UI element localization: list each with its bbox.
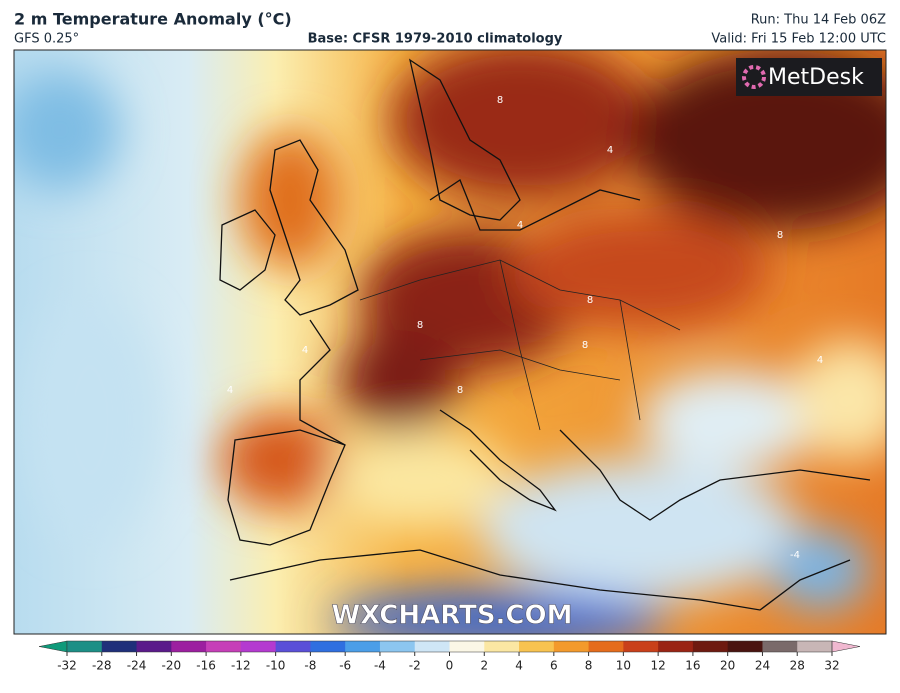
- run-time: Run: Thu 14 Feb 06Z: [751, 13, 886, 28]
- contour-label: 4: [517, 220, 523, 231]
- colorbar-segment: [658, 641, 694, 652]
- logo-icon: [742, 65, 766, 89]
- colorbar-arrow: [38, 640, 68, 653]
- contour-label: 8: [582, 340, 588, 351]
- colorbar-tick-label: -24: [127, 659, 147, 673]
- contour-label: 8: [777, 230, 783, 241]
- logo: MetDesk: [768, 65, 864, 90]
- colorbar-segment: [171, 641, 207, 652]
- contour-label: 4: [227, 385, 233, 396]
- contour-label: 8: [497, 95, 503, 106]
- colorbar-tick-label: 8: [585, 659, 593, 673]
- model: GFS 0.25°: [14, 32, 79, 47]
- colorbar-segment: [379, 641, 416, 652]
- colorbar-tick-label: 4: [515, 659, 523, 673]
- colorbar-segment: [275, 641, 311, 652]
- contour-labels: 8 8 4 4 8 8 4 8 4 4 8 -4: [227, 95, 823, 561]
- colorbar-segment: [762, 641, 798, 652]
- contour-label: 8: [587, 295, 593, 306]
- colorbar-arrow: [831, 640, 861, 653]
- colorbar-tick-label: -28: [92, 659, 112, 673]
- colorbar-tick-label: -10: [266, 659, 286, 673]
- colorbar-tick-label: 20: [720, 659, 735, 673]
- colorbar-segment: [553, 641, 590, 652]
- map-frame: [13, 49, 887, 635]
- colorbar-segment: [484, 641, 520, 652]
- colorbar-tick-label: 32: [824, 659, 839, 673]
- colorbar-segment: [345, 641, 381, 652]
- base-text: Base: CFSR 1979-2010 climatology: [308, 32, 563, 47]
- contour-label: 8: [417, 320, 423, 331]
- colorbar-tick-label: -6: [339, 659, 351, 673]
- colorbar-tick-label: -2: [409, 659, 421, 673]
- contour-label: 4: [817, 355, 823, 366]
- colorbar-segment: [101, 641, 138, 652]
- colorbar-segment: [67, 641, 103, 652]
- colorbar-segment: [623, 641, 659, 652]
- map: 8 8 4 4 8 8 4 8 4 4 8 -4 WXCHARTS.COM MetDesk: [14, 50, 886, 634]
- contour-label: 8: [457, 385, 463, 396]
- colorbar-segment: [727, 641, 763, 652]
- colorbar-segment: [449, 641, 485, 652]
- colorbar-segment: [240, 641, 277, 652]
- colorbar-tick-label: -4: [374, 659, 386, 673]
- colorbar: -32 -28 -24 -20 -16 -12 -10 -8 -6 -4 -2 0 2 4 6 8 10 12 16…: [38, 640, 861, 673]
- valid-time: Valid: Fri 15 Feb 12:00 UTC: [711, 32, 886, 47]
- colorbar-segment: [692, 641, 729, 652]
- watermark: WXCHARTS.COM: [331, 601, 572, 631]
- logo-box: [736, 58, 882, 96]
- colorbar-segment: [206, 641, 242, 652]
- colorbar-tick-label: 6: [550, 659, 558, 673]
- colorbar-segment: [310, 641, 346, 652]
- colorbar-segment: [797, 641, 833, 652]
- contour-label: 4: [302, 345, 308, 356]
- contour-label: -4: [790, 550, 800, 561]
- colorbar-tick-label: 24: [755, 659, 770, 673]
- colorbar-segment: [136, 641, 172, 652]
- anomaly-field: [14, 50, 886, 634]
- colorbar-tick-label: -12: [231, 659, 251, 673]
- colorbar-tick-label: 0: [446, 659, 454, 673]
- coastlines: [219, 58, 871, 611]
- colorbar-tick-label: -20: [162, 659, 182, 673]
- colorbar-tick-label: -16: [196, 659, 216, 673]
- colorbar-tick-label: 2: [480, 659, 488, 673]
- colorbar-segment: [414, 641, 450, 652]
- colorbar-tick-label: -8: [304, 659, 316, 673]
- colorbar-tick-label: 28: [790, 659, 805, 673]
- colorbar-tick-label: -32: [57, 659, 77, 673]
- contour-label: 4: [607, 145, 613, 156]
- colorbar-segment: [588, 641, 624, 652]
- colorbar-tick-label: 12: [650, 659, 665, 673]
- colorbar-tick-label: 10: [616, 659, 631, 673]
- colorbar-tick-label: 16: [685, 659, 700, 673]
- colorbar-segment: [519, 641, 555, 652]
- title: 2 m Temperature Anomaly (°C): [14, 10, 292, 29]
